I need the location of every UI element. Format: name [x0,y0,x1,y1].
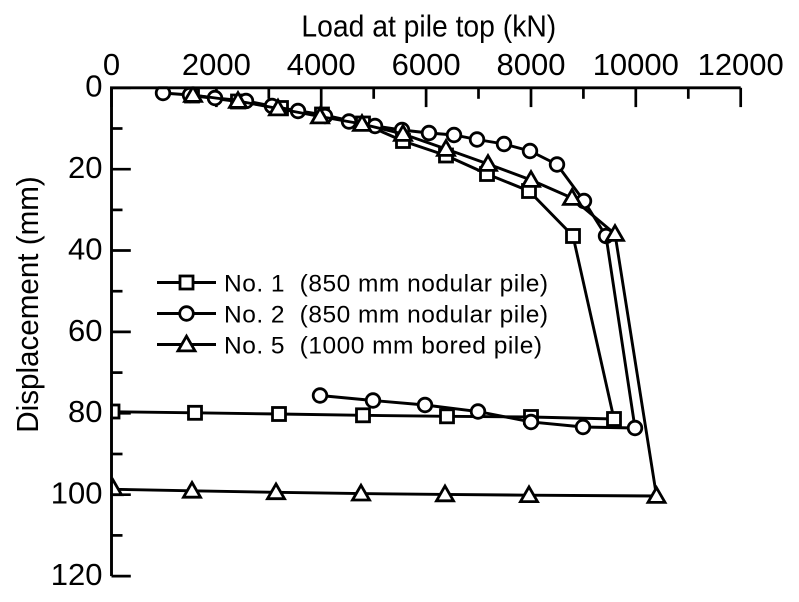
svg-text:20: 20 [68,150,102,185]
svg-text:100: 100 [51,476,103,511]
svg-text:10000: 10000 [593,47,679,82]
svg-text:0: 0 [85,69,102,104]
svg-text:No. 2 (850 mm nodular pile): No. 2 (850 mm nodular pile) [224,301,548,328]
svg-text:Displacement (mm): Displacement (mm) [12,176,46,433]
svg-text:No. 5 (1000 mm bored pile): No. 5 (1000 mm bored pile) [224,332,543,359]
svg-text:8000: 8000 [497,47,566,82]
svg-text:No. 1 (850 mm nodular pile): No. 1 (850 mm nodular pile) [224,270,548,297]
svg-text:6000: 6000 [392,47,461,82]
svg-text:80: 80 [68,394,102,429]
svg-text:4000: 4000 [287,47,356,82]
svg-text:2000: 2000 [182,47,251,82]
svg-text:120: 120 [51,557,103,592]
svg-text:60: 60 [68,313,102,348]
svg-text:Load at pile top (kN): Load at pile top (kN) [301,10,556,44]
svg-text:0: 0 [103,47,120,82]
svg-text:12000: 12000 [698,47,784,82]
svg-text:40: 40 [68,231,102,266]
